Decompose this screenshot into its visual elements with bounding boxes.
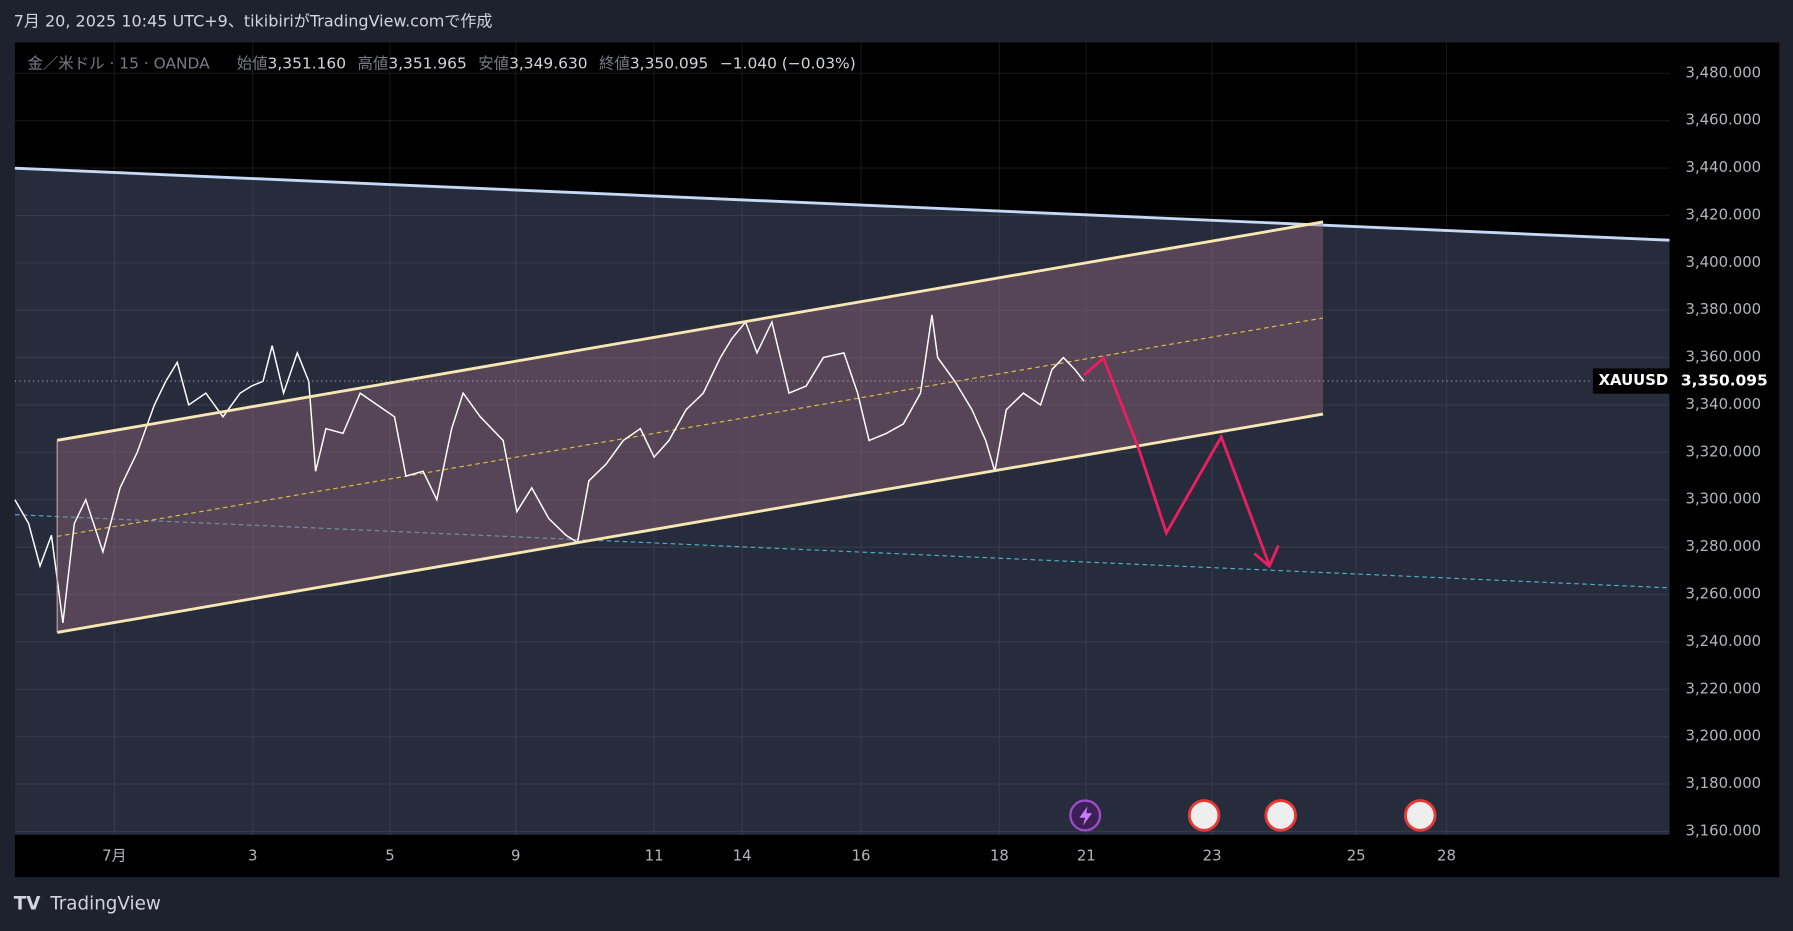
ohlc-value: 3,351.965 (388, 55, 467, 73)
event-bolt (1079, 806, 1093, 826)
x-tick-label: 14 (733, 847, 752, 865)
y-tick-label: 3,180.000 (1686, 774, 1762, 792)
trend-line (14, 166, 1670, 242)
y-tick-label: 3,200.000 (1686, 727, 1762, 745)
trend-zone (14, 168, 1670, 835)
event-icons (1069, 799, 1437, 832)
y-tick-label: 3,340.000 (1686, 395, 1762, 413)
ohlc-change: −1.040 (−0.03%) (720, 55, 856, 73)
support-line (14, 514, 1670, 589)
ohlc-value: 3,349.630 (509, 55, 588, 73)
caption: 7月 20, 2025 10:45 UTC+9、tikibiriがTrading… (14, 11, 493, 30)
y-tick-label: 3,260.000 (1686, 585, 1762, 603)
y-tick-label: 3,420.000 (1686, 205, 1762, 223)
x-tick-label: 18 (990, 847, 1009, 865)
ohlc-label: 安値 (478, 55, 509, 73)
ohlc-label: 終値 (599, 55, 630, 73)
y-tick-label: 3,460.000 (1686, 111, 1762, 129)
x-axis-area (14, 834, 1670, 878)
event-icon[interactable] (1403, 799, 1437, 832)
event-icon[interactable] (1187, 799, 1221, 832)
x-tick-label: 5 (385, 847, 394, 865)
symbol: 金／米ドル · 15 · OANDA (27, 55, 210, 73)
logo: 𝗧𝗩 (14, 894, 41, 915)
y-tick-label: 3,280.000 (1686, 537, 1762, 555)
x-tick-label: 16 (852, 847, 871, 865)
y-axis-area (1669, 42, 1780, 878)
x-tick-label: 11 (645, 847, 664, 865)
event-icon[interactable] (1264, 799, 1298, 832)
price-line (14, 314, 1085, 624)
x-tick-label: 23 (1203, 847, 1222, 865)
ohlc-value: 3,351.160 (268, 55, 347, 73)
ticker: XAUUSD (1599, 371, 1669, 389)
channel-mid (57, 317, 1324, 537)
y-tick-label: 3,400.000 (1686, 253, 1762, 271)
last-price: 3,350.095 (1681, 372, 1768, 390)
y-tick-label: 3,240.000 (1686, 632, 1762, 650)
y-tick-label: 3,480.000 (1686, 63, 1762, 81)
price-box (1674, 368, 1771, 394)
arrow-head (1253, 544, 1280, 569)
forecast-arrow (1083, 355, 1271, 566)
logo-text: TradingView (49, 894, 161, 915)
ohlc-label: 始値 (237, 55, 268, 73)
x-tick-label: 3 (248, 847, 257, 865)
channel-top (56, 220, 1324, 442)
x-tick-label: 7月 (102, 847, 126, 865)
ohlc-label: 高値 (357, 55, 388, 73)
y-tick-label: 3,300.000 (1686, 490, 1762, 508)
x-tick-label: 9 (511, 847, 520, 865)
x-tick-label: 28 (1437, 847, 1456, 865)
ticker-box (1592, 368, 1670, 394)
channel-bottom (56, 412, 1324, 634)
y-tick-label: 3,380.000 (1686, 300, 1762, 318)
ohlc-value: 3,350.095 (630, 55, 709, 73)
y-tick-label: 3,160.000 (1686, 821, 1762, 839)
x-tick-label: 25 (1347, 847, 1366, 865)
y-tick-label: 3,320.000 (1686, 442, 1762, 460)
y-tick-label: 3,440.000 (1686, 158, 1762, 176)
y-tick-label: 3,220.000 (1686, 679, 1762, 697)
y-tick-label: 3,360.000 (1686, 348, 1762, 366)
x-tick-label: 21 (1077, 847, 1096, 865)
